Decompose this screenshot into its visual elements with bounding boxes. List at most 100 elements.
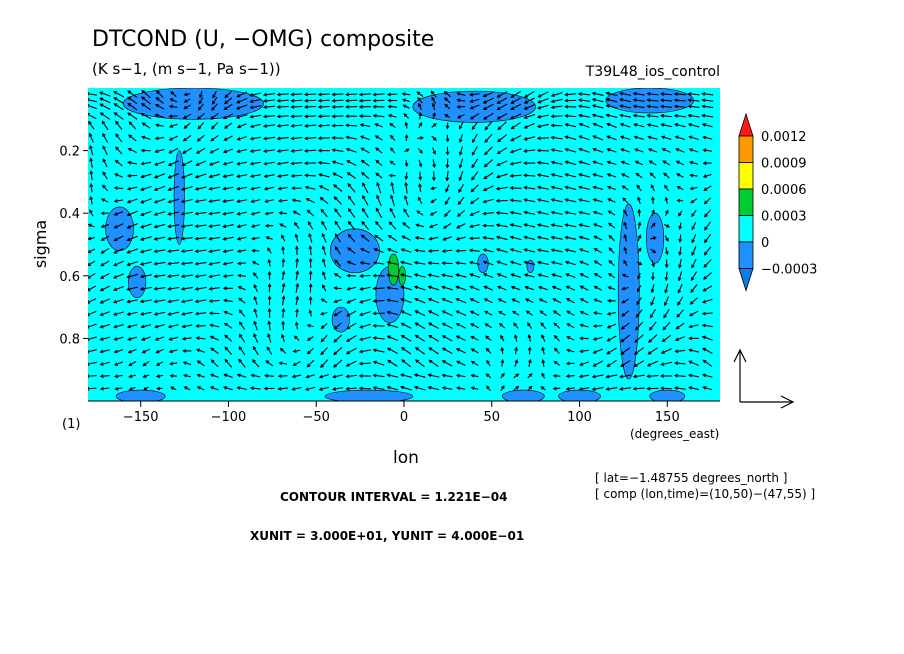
wind-vector: [317, 98, 330, 103]
wind-vector: [306, 359, 315, 368]
wind-vector: [455, 297, 467, 304]
wind-vector: [88, 97, 97, 103]
wind-vector: [317, 105, 330, 109]
wind-vector: [372, 98, 385, 103]
wind-vector: [663, 224, 671, 228]
wind-vector: [687, 373, 700, 378]
wind-vector: [485, 347, 492, 354]
wind-vector: [155, 348, 164, 354]
wind-vector: [317, 136, 330, 141]
wind-vector: [484, 335, 492, 341]
wind-vector: [592, 311, 603, 315]
wind-vector: [387, 234, 398, 242]
wind-vector: [140, 198, 152, 204]
wind-vector: [442, 236, 452, 241]
wind-vector: [154, 136, 165, 141]
wind-vector: [182, 113, 192, 119]
wind-vector: [389, 160, 396, 166]
wind-vector: [496, 147, 508, 155]
wind-vector: [249, 98, 262, 104]
wind-vector: [618, 387, 632, 391]
wind-vector: [290, 161, 303, 166]
wind-vector: [320, 208, 328, 218]
wind-vector: [579, 336, 589, 341]
wind-vector: [331, 148, 344, 153]
wind-vector: [458, 170, 464, 182]
y-tick-label: 0.8: [59, 332, 80, 347]
wind-vector: [703, 246, 712, 256]
wind-vector: [212, 90, 217, 99]
wind-vector: [550, 235, 563, 240]
wind-vector: [418, 112, 423, 120]
wind-vector: [566, 335, 575, 341]
wind-vector: [536, 198, 549, 203]
wind-vector: [646, 91, 659, 96]
wind-vector: [321, 232, 327, 243]
wind-vector: [128, 386, 136, 391]
wind-vector: [673, 104, 686, 109]
wind-vector: [99, 97, 111, 104]
wind-vector: [674, 135, 686, 141]
wind-vector: [127, 112, 138, 120]
wind-vector: [319, 197, 329, 205]
wind-vector: [427, 385, 440, 391]
wind-vector: [333, 334, 343, 343]
wind-vector: [238, 309, 246, 317]
wind-vector: [196, 360, 205, 367]
wind-vector: [413, 285, 426, 291]
wind-vector: [194, 211, 207, 216]
wind-vector: [591, 374, 604, 379]
wind-vector: [345, 98, 358, 103]
wind-vector: [400, 285, 412, 291]
wind-vector: [154, 104, 165, 110]
wind-vector: [308, 232, 313, 243]
wind-vector: [565, 374, 575, 379]
wind-vector: [456, 104, 465, 109]
wind-vector: [267, 295, 272, 306]
wind-vector: [551, 285, 562, 291]
wind-vector: [263, 174, 275, 179]
wind-vector: [591, 91, 604, 96]
wind-vector: [527, 385, 533, 391]
wind-vector: [579, 285, 589, 291]
wind-vector: [389, 194, 395, 207]
wind-vector: [664, 283, 669, 294]
wind-vector: [249, 92, 262, 97]
wind-vector: [140, 103, 152, 111]
wind-vector: [635, 321, 644, 331]
wind-vector: [236, 123, 247, 129]
wind-vector: [418, 102, 422, 110]
wind-vector: [431, 123, 437, 128]
wind-vector: [374, 135, 383, 141]
wind-vector: [153, 173, 166, 179]
wind-vector: [636, 184, 642, 192]
wind-vector: [416, 210, 424, 216]
wind-vector: [262, 124, 276, 128]
wind-vector: [633, 135, 644, 140]
wind-vector: [155, 361, 164, 366]
colorbar-label: 0.0009: [761, 157, 807, 172]
wind-vector: [445, 170, 450, 182]
wind-vector: [605, 91, 618, 97]
wind-vector: [441, 386, 453, 390]
wind-vector: [345, 374, 357, 379]
wind-vector: [509, 161, 522, 166]
wind-vector: [88, 236, 95, 241]
wind-vector: [688, 348, 699, 353]
wind-vector: [88, 91, 98, 96]
wind-vector: [263, 161, 275, 166]
wind-vector: [167, 299, 180, 304]
wind-vector: [691, 221, 697, 231]
wind-vector: [619, 91, 632, 96]
wind-vector: [334, 233, 341, 243]
wind-vector: [528, 358, 532, 367]
wind-vector: [661, 334, 672, 343]
wind-vector: [648, 334, 658, 343]
wind-vector: [538, 298, 548, 304]
wind-vector: [211, 96, 218, 105]
wind-vector: [211, 122, 219, 130]
wind-vector: [456, 386, 466, 391]
colorbar-box: [738, 241, 754, 269]
wind-vector: [469, 92, 480, 97]
wind-vector: [100, 223, 109, 229]
